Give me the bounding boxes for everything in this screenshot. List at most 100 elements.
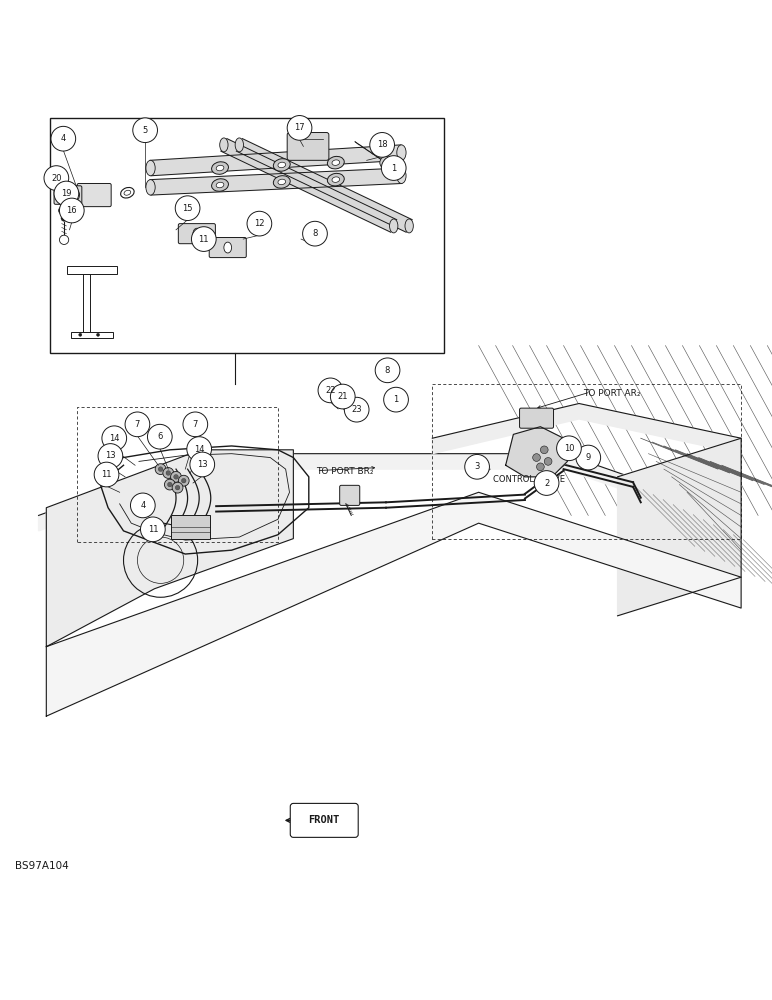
Ellipse shape	[120, 187, 134, 198]
Text: 22: 22	[325, 386, 336, 395]
Circle shape	[141, 517, 165, 542]
Text: 2: 2	[544, 479, 549, 488]
Bar	[50, 118, 444, 353]
Ellipse shape	[235, 138, 243, 152]
Circle shape	[79, 333, 82, 336]
Circle shape	[94, 462, 119, 487]
Text: 15: 15	[182, 204, 193, 213]
Text: 4: 4	[141, 501, 145, 510]
FancyBboxPatch shape	[287, 133, 329, 160]
Text: 10: 10	[564, 444, 574, 453]
Ellipse shape	[327, 173, 344, 186]
Polygon shape	[618, 438, 741, 616]
Ellipse shape	[278, 179, 286, 185]
Ellipse shape	[216, 182, 224, 188]
Ellipse shape	[332, 160, 340, 165]
Ellipse shape	[332, 177, 340, 182]
Ellipse shape	[216, 165, 224, 171]
Ellipse shape	[405, 219, 413, 233]
Circle shape	[344, 397, 369, 422]
Circle shape	[171, 471, 181, 482]
Ellipse shape	[59, 206, 69, 215]
Circle shape	[54, 181, 79, 206]
Ellipse shape	[278, 162, 286, 168]
Circle shape	[181, 478, 186, 483]
Circle shape	[183, 412, 208, 437]
Circle shape	[133, 118, 157, 143]
FancyBboxPatch shape	[77, 183, 111, 207]
FancyBboxPatch shape	[178, 224, 215, 244]
Circle shape	[61, 215, 67, 221]
Ellipse shape	[273, 176, 290, 188]
Text: 16: 16	[66, 206, 77, 215]
Circle shape	[168, 482, 172, 487]
FancyBboxPatch shape	[209, 238, 246, 258]
Polygon shape	[150, 145, 402, 176]
Ellipse shape	[212, 179, 229, 191]
Bar	[67, 266, 117, 274]
FancyBboxPatch shape	[340, 485, 360, 505]
Ellipse shape	[397, 168, 406, 183]
Polygon shape	[46, 450, 293, 647]
Circle shape	[51, 126, 76, 151]
Circle shape	[164, 479, 175, 490]
Bar	[171, 515, 210, 539]
Text: 8: 8	[313, 229, 317, 238]
Ellipse shape	[146, 160, 155, 176]
Text: 5: 5	[143, 126, 147, 135]
Text: 14: 14	[194, 445, 205, 454]
Circle shape	[533, 454, 540, 461]
Circle shape	[155, 464, 166, 475]
Text: 20: 20	[51, 174, 62, 183]
Circle shape	[172, 482, 183, 493]
Polygon shape	[432, 403, 741, 454]
Bar	[83, 274, 90, 332]
FancyBboxPatch shape	[290, 803, 358, 837]
Circle shape	[465, 454, 489, 479]
Text: TO PORT BR₂: TO PORT BR₂	[317, 467, 374, 476]
Circle shape	[287, 116, 312, 140]
Circle shape	[190, 452, 215, 477]
Ellipse shape	[72, 190, 80, 200]
Circle shape	[166, 471, 171, 475]
Circle shape	[175, 485, 180, 490]
Text: 1: 1	[394, 395, 398, 404]
Circle shape	[102, 426, 127, 451]
Polygon shape	[151, 168, 401, 195]
Circle shape	[330, 384, 355, 409]
Text: 11: 11	[101, 470, 112, 479]
Circle shape	[534, 471, 559, 495]
Circle shape	[174, 475, 178, 479]
Circle shape	[125, 412, 150, 437]
Text: 23: 23	[351, 405, 362, 414]
Text: 19: 19	[61, 189, 72, 198]
Text: TO PORT AR₂: TO PORT AR₂	[583, 389, 640, 398]
Text: 21: 21	[337, 392, 348, 401]
Ellipse shape	[193, 228, 201, 239]
Polygon shape	[46, 492, 741, 716]
Text: BS97A104: BS97A104	[15, 861, 69, 871]
Text: 14: 14	[109, 434, 120, 443]
Circle shape	[318, 378, 343, 403]
Text: 4: 4	[61, 134, 66, 143]
Text: 9: 9	[586, 453, 591, 462]
FancyBboxPatch shape	[520, 408, 554, 428]
Text: 3: 3	[475, 462, 479, 471]
Circle shape	[381, 156, 406, 180]
Circle shape	[178, 475, 189, 486]
Circle shape	[303, 221, 327, 246]
Circle shape	[44, 166, 69, 190]
Text: 17: 17	[294, 123, 305, 132]
Text: 7: 7	[135, 420, 140, 429]
Circle shape	[370, 133, 394, 157]
Circle shape	[59, 198, 84, 223]
Ellipse shape	[327, 156, 344, 169]
Circle shape	[247, 211, 272, 236]
Circle shape	[557, 436, 581, 461]
Text: 11: 11	[147, 525, 158, 534]
Circle shape	[384, 387, 408, 412]
Text: 13: 13	[197, 460, 208, 469]
Circle shape	[147, 424, 172, 449]
Ellipse shape	[212, 162, 229, 174]
Circle shape	[576, 445, 601, 470]
